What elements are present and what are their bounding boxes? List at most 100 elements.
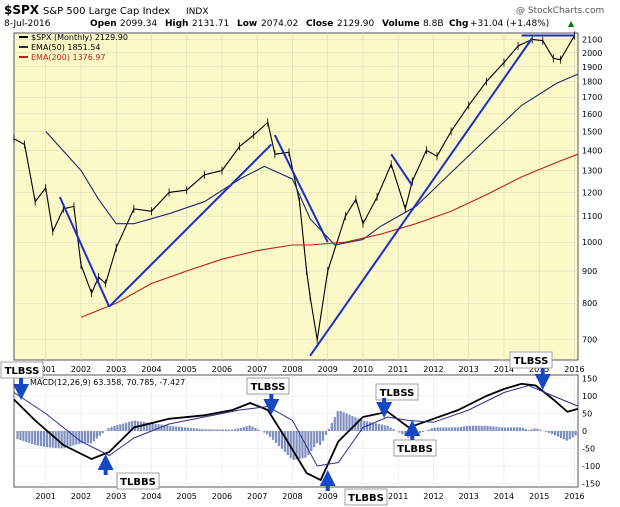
legend-swatch-price [19, 36, 28, 38]
price-y-tick-label: 800 [582, 299, 597, 308]
macd-histogram-bar [201, 429, 204, 431]
legend-ema50: EMA(50) 1851.54 [31, 43, 100, 52]
macd-histogram-bar [389, 427, 392, 431]
macd-histogram-bar [392, 429, 395, 431]
macd-histogram-bar [360, 419, 363, 431]
annotation-box [116, 472, 160, 490]
macd-histogram-bar [254, 428, 257, 431]
macd-histogram-bar [239, 427, 242, 431]
macd-histogram-bar [242, 427, 245, 431]
macd-histogram-bar [230, 429, 234, 431]
macd-histogram-bar [31, 431, 34, 445]
macd-histogram-bar [380, 424, 383, 431]
ticker-symbol: $SPX [4, 3, 40, 17]
macd-histogram-bar [274, 431, 278, 443]
macd-histogram-bar [539, 429, 542, 431]
macd-x-tick-label: 2005 [177, 492, 197, 501]
macd-histogram-bar [462, 426, 466, 431]
macd-histogram-bar [257, 429, 260, 431]
macd-histogram-bar [545, 431, 548, 432]
macd-histogram-bar [301, 431, 304, 459]
price-x-tick-label: 2012 [423, 365, 443, 374]
macd-histogram-bar [245, 426, 248, 431]
series-line-ema50 [45, 73, 579, 246]
macd-histogram-bar [172, 426, 175, 431]
macd-histogram-bar [536, 428, 539, 431]
close-label: Close [306, 19, 333, 29]
price-x-tick-label: 2013 [459, 365, 479, 374]
macd-histogram-bar [357, 418, 360, 431]
macd-histogram-bar [327, 428, 330, 431]
macd-histogram-bar [386, 425, 389, 431]
macd-histogram-bar [248, 425, 251, 431]
macd-histogram-bar [518, 427, 521, 431]
macd-histogram-bar [442, 427, 445, 431]
macd-histogram-bar [22, 431, 25, 442]
macd-y-tick-label: -50 [582, 445, 595, 454]
macd-histogram-bar [69, 431, 72, 447]
macd-histogram-bar [83, 431, 87, 444]
macd-histogram-bar [227, 429, 231, 431]
macd-histogram-bar [565, 431, 568, 441]
macd-histogram-bar [204, 429, 207, 431]
price-x-axis: 2001 2002 2003 2004 2005 2006 2007 2008 2009 2010… [36, 365, 585, 374]
annotation-box [246, 377, 290, 395]
legend-swatch-ema200 [19, 56, 28, 58]
macd-x-tick-label: 2003 [106, 492, 126, 501]
macd-x-tick-label: 2013 [459, 492, 479, 501]
macd-histogram-bar [556, 431, 560, 437]
price-x-tick-label: 2005 [177, 365, 197, 374]
macd-histogram-bar [298, 431, 301, 459]
macd-histogram-bar [427, 429, 430, 431]
macd-histogram-bar [125, 422, 128, 431]
trendline [108, 143, 273, 308]
price-y-tick-label: 1200 [582, 188, 602, 197]
low-value: 2074.02 [261, 19, 298, 29]
macd-histogram-bar [233, 429, 236, 431]
macd-x-tick-label: 2001 [36, 492, 56, 501]
price-y-tick-label: 2000 [582, 49, 602, 58]
macd-histogram-bar [292, 431, 295, 460]
macd-histogram-bar [501, 427, 504, 431]
macd-histogram-bar [113, 426, 116, 431]
macd-histogram-bar [439, 427, 442, 431]
legend-ema200: EMA(200) 1376.97 [31, 53, 106, 62]
macd-histogram-bar [145, 422, 148, 431]
price-gridlines [14, 33, 578, 360]
macd-histogram-bar [307, 431, 310, 456]
high-value: 2131.71 [192, 19, 229, 29]
macd-histogram-bar [371, 422, 375, 431]
price-y-tick-label: 700 [582, 336, 597, 345]
macd-histogram-bar [418, 431, 422, 434]
macd-histogram-bar [421, 431, 424, 432]
price-x-tick-label: 2009 [318, 365, 338, 374]
macd-histogram-bar [160, 424, 163, 431]
macd-histogram-bar [63, 431, 66, 449]
macd-y-tick-label: -100 [582, 462, 600, 471]
macd-histogram-bar [324, 431, 328, 435]
macd-histogram-bar [430, 428, 433, 431]
macd-histogram-bar [66, 431, 69, 448]
price-panel [13, 32, 579, 361]
macd-histogram-bar [559, 431, 563, 438]
macd-histogram-bar [148, 422, 151, 431]
macd-histogram-bar [289, 431, 292, 459]
macd-histogram-bar [515, 427, 518, 431]
macd-histogram-bar [166, 425, 169, 431]
price-x-tick-label: 2016 [564, 365, 584, 374]
change-label: Chg [449, 19, 468, 29]
macd-histogram-bar [92, 431, 95, 442]
macd-histogram-bar [192, 428, 195, 431]
macd-histogram-bar [527, 430, 530, 431]
macd-histogram-bar [407, 431, 410, 438]
annotation-label: TLBSS [251, 382, 286, 393]
macd-histogram-bar [548, 431, 551, 433]
macd-histogram-bar [498, 427, 501, 431]
macd-histogram-bar [263, 431, 266, 433]
macd-histogram-bar [368, 422, 372, 431]
macd-histogram-bar [98, 431, 101, 436]
annotation-label: TLBSS [380, 388, 415, 399]
close-value: 2129.90 [337, 19, 374, 29]
macd-histogram-bar [377, 423, 380, 431]
macd-x-tick-label: 2015 [529, 492, 549, 501]
